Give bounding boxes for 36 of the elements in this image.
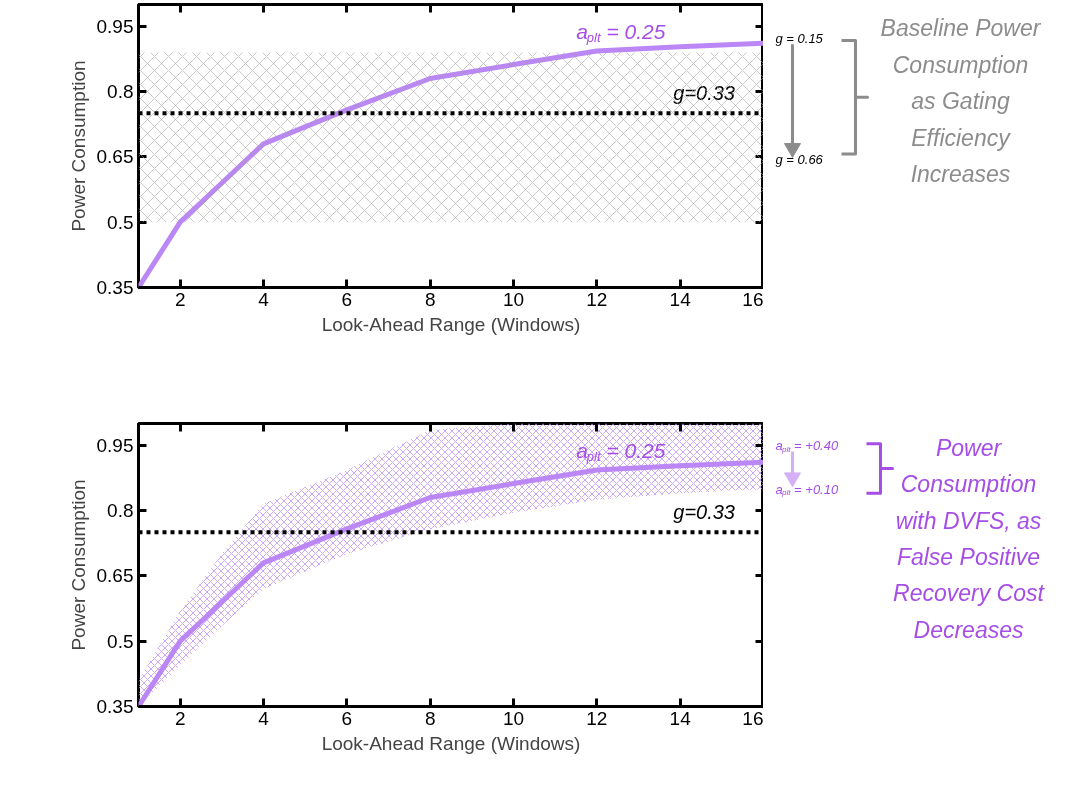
- y-tick-label: 0.65: [96, 565, 134, 587]
- annotation: g=0.33: [673, 501, 735, 524]
- y-tick-label: 0.95: [96, 15, 134, 37]
- x-axis-title: Look-Ahead Range (Windows): [321, 313, 581, 335]
- x-tick-label: 4: [258, 707, 270, 729]
- x-tick-label: 2: [174, 288, 186, 310]
- annotation: g=0.33: [673, 82, 735, 105]
- x-tick-label: 4: [258, 288, 270, 310]
- y-tick-label: 0.8: [107, 500, 134, 522]
- y-axis-title: Power Consumption: [67, 479, 89, 651]
- text: g = 0.66: [775, 152, 824, 168]
- x-tick-label: 6: [341, 288, 353, 310]
- y-tick-label: 0.5: [107, 630, 134, 652]
- text: g = 0.15: [775, 30, 824, 46]
- x-tick-label: 10: [502, 288, 525, 310]
- text: Power Consumption with DVFS, as False Positive Recovery Cost Decreases: [893, 434, 1046, 643]
- x-tick-label: 16: [742, 288, 764, 310]
- x-tick-label: 14: [669, 288, 692, 310]
- x-tick-label: 6: [341, 707, 353, 729]
- x-tick-label: 14: [669, 707, 692, 729]
- y-axis-title: Power Consumption: [67, 60, 89, 232]
- x-tick-label: 10: [502, 707, 525, 729]
- x-tick-label: 12: [586, 707, 608, 729]
- x-tick-label: 8: [424, 707, 436, 729]
- y-tick-label: 0.5: [107, 211, 134, 233]
- text: Baseline Power Consumption as Gating Efficiency Increases: [880, 15, 1042, 188]
- x-tick-label: 8: [424, 288, 436, 310]
- y-tick-label: 0.35: [96, 277, 134, 298]
- y-tick-label: 0.95: [96, 434, 134, 456]
- x-axis-title: Look-Ahead Range (Windows): [321, 732, 581, 754]
- x-tick-label: 12: [586, 288, 608, 310]
- y-tick-label: 0.35: [96, 696, 134, 717]
- x-tick-label: 2: [174, 707, 186, 729]
- y-tick-label: 0.65: [96, 146, 134, 168]
- x-tick-label: 16: [742, 707, 764, 729]
- y-tick-label: 0.8: [107, 81, 134, 103]
